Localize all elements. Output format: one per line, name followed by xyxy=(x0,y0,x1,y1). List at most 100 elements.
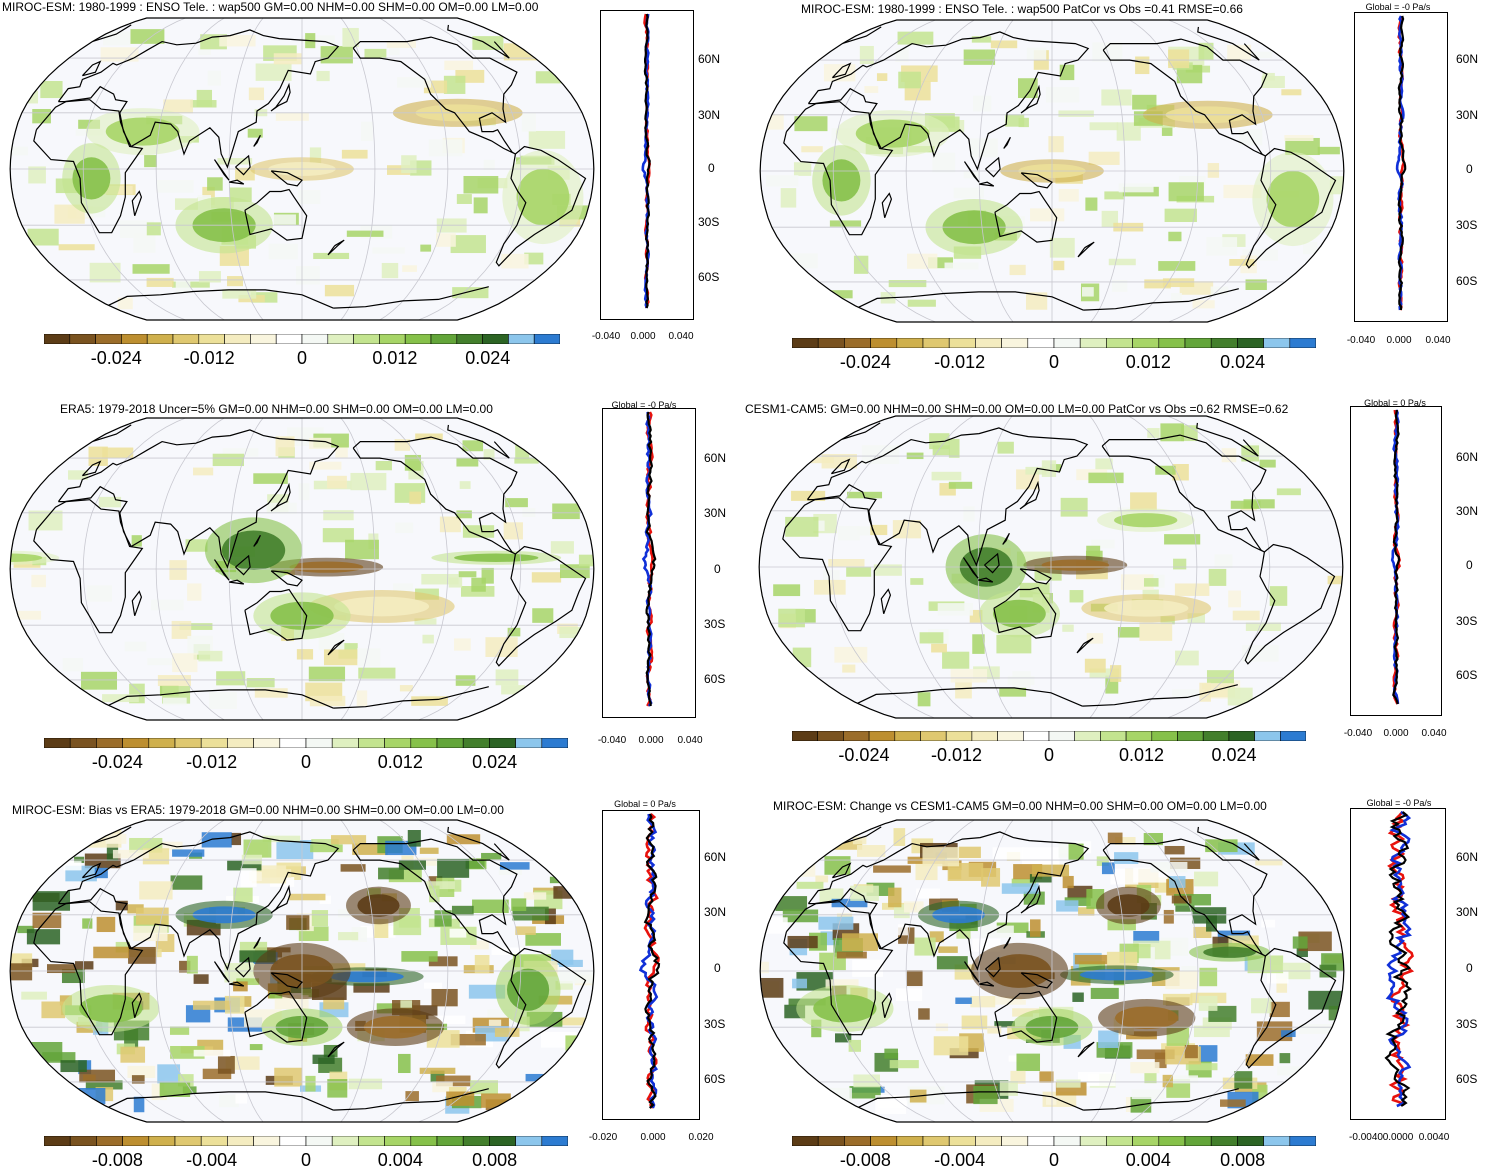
anomaly-patch xyxy=(483,159,495,170)
anomaly-patch xyxy=(127,904,144,914)
colorbar-swatch xyxy=(922,338,950,348)
lat-label: 60S xyxy=(704,672,726,686)
panel-title: CESM1-CAM5: GM=0.00 NHM=0.00 SHM=0.00 OM… xyxy=(745,402,1289,416)
anomaly-patch xyxy=(350,472,387,491)
colorbar-swatch xyxy=(1158,1136,1186,1146)
anomaly-patch xyxy=(94,867,108,879)
anomaly-patch xyxy=(524,252,544,265)
anomaly-patch xyxy=(1056,900,1079,912)
anomaly-patch xyxy=(892,520,922,539)
coastline xyxy=(858,288,1239,311)
anomaly-patch xyxy=(308,666,346,682)
anomaly-patch xyxy=(849,1086,881,1099)
anomaly-patch xyxy=(217,158,253,165)
anomaly-patch xyxy=(169,560,187,580)
anomaly-patch xyxy=(1227,44,1252,62)
anomaly-patch xyxy=(552,503,580,520)
anomaly-patch xyxy=(932,445,950,456)
anomaly-patch xyxy=(972,634,985,654)
colorbar-swatch xyxy=(148,738,176,748)
anomaly-patch xyxy=(127,1065,156,1078)
graticule-meridian xyxy=(82,18,186,320)
colorbar xyxy=(792,338,1316,348)
anomaly-patch xyxy=(174,198,207,210)
anomaly-patch xyxy=(419,1067,456,1074)
lat-label: 60N xyxy=(1456,850,1479,864)
anomaly-patch xyxy=(324,284,355,297)
anomaly-patch xyxy=(1175,905,1195,912)
anomaly-patch xyxy=(132,264,170,274)
anomaly-patch xyxy=(1089,668,1120,679)
anomaly-patch xyxy=(1299,1023,1334,1034)
anomaly-patch xyxy=(131,535,142,547)
anomaly-patch xyxy=(794,116,828,132)
anomaly-patch xyxy=(1207,163,1220,178)
anomaly-patch xyxy=(320,46,353,64)
coastline xyxy=(108,286,489,309)
anomaly-patch xyxy=(147,658,180,666)
anomaly-core xyxy=(1104,599,1189,617)
anomaly-patch xyxy=(212,453,244,467)
lat-label: 30N xyxy=(1456,504,1479,518)
anomaly-patch xyxy=(1116,122,1141,141)
coastline xyxy=(352,436,518,555)
anomaly-patch xyxy=(54,204,85,224)
anomaly-patch xyxy=(1242,645,1279,662)
graticule-meridian xyxy=(1129,20,1199,322)
graticule-meridian xyxy=(379,18,449,320)
anomaly-patch xyxy=(481,567,494,584)
anomaly-patch xyxy=(1062,624,1074,632)
anomaly-patch xyxy=(873,564,902,576)
coastline xyxy=(327,639,345,656)
anomaly-patch xyxy=(196,89,213,107)
coastline xyxy=(495,545,587,667)
lat-label: 60N xyxy=(1456,450,1479,464)
anomaly-patch xyxy=(831,840,863,850)
anomaly-patch xyxy=(559,626,582,639)
coastline xyxy=(994,190,1058,243)
colorbar-swatch xyxy=(358,1136,385,1146)
coastline xyxy=(841,422,1259,457)
anomaly-patch xyxy=(62,658,84,672)
anomaly-patch xyxy=(1210,286,1229,295)
anomaly-patch xyxy=(193,974,209,984)
anomaly-patch xyxy=(67,470,89,480)
anomaly-patch xyxy=(565,1035,578,1051)
anomaly-patch xyxy=(973,1085,998,1105)
anomaly-patch xyxy=(222,289,257,299)
zonal-x-tick: -0.0040 xyxy=(1349,1132,1383,1143)
anomaly-patch xyxy=(505,498,528,508)
anomaly-patch xyxy=(456,510,472,519)
anomaly-patch xyxy=(187,583,202,601)
anomaly-patch xyxy=(323,649,358,666)
colorbar-swatch xyxy=(44,1136,71,1146)
anomaly-patch xyxy=(932,152,956,173)
colorbar-swatch xyxy=(896,1136,924,1146)
coastline xyxy=(881,992,893,1019)
colorbar-swatch xyxy=(253,1136,281,1146)
anomaly-patch xyxy=(450,235,486,254)
anomaly-patch xyxy=(1069,590,1084,603)
anomaly-patch xyxy=(465,859,485,869)
coastline xyxy=(33,99,144,234)
coastline xyxy=(1244,543,1336,665)
anomaly-patch xyxy=(1163,909,1174,924)
colorbar-swatch xyxy=(456,334,483,344)
lat-label: 0 xyxy=(714,562,721,576)
anomaly-patch xyxy=(1206,913,1217,932)
colorbar-swatch xyxy=(817,338,845,348)
colorbar-swatch xyxy=(384,738,412,748)
anomaly-patch xyxy=(1160,423,1185,442)
anomaly-patch xyxy=(765,175,799,187)
anomaly-patch xyxy=(424,982,443,989)
anomaly-patch xyxy=(1039,1071,1054,1083)
colorbar-swatch xyxy=(69,334,96,344)
anomaly-patch xyxy=(1242,249,1279,261)
anomaly-patch xyxy=(378,867,404,880)
anomaly-patch xyxy=(309,437,332,449)
anomaly-patch xyxy=(948,481,973,489)
anomaly-patch xyxy=(1062,875,1074,889)
anomaly-patch xyxy=(428,956,458,967)
anomaly-patch xyxy=(999,687,1027,697)
anomaly-patch xyxy=(117,297,133,310)
